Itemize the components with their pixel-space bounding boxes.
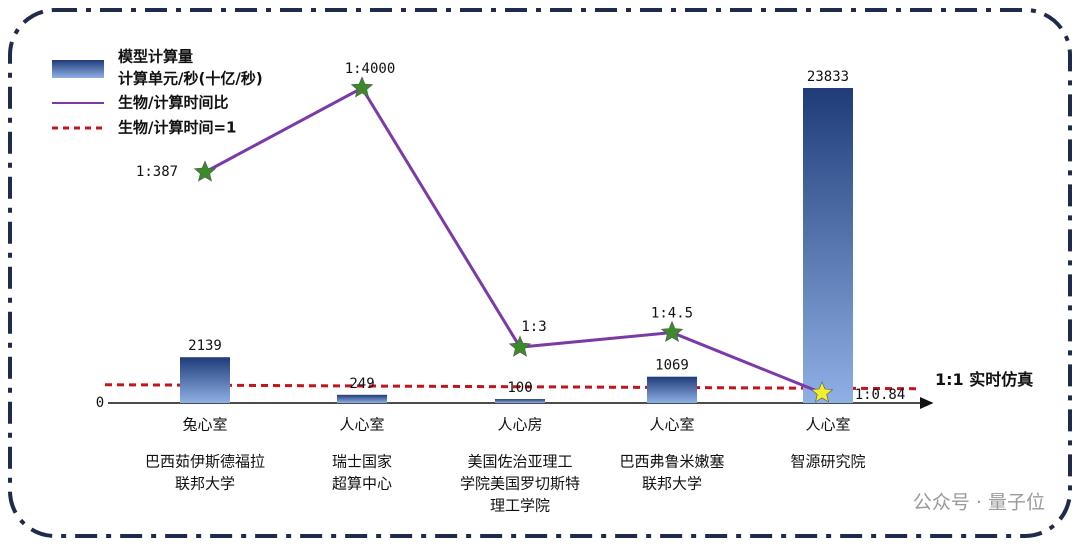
frame	[8, 8, 1072, 538]
bar-value-label: 1069	[655, 358, 689, 374]
institution-label: 学院美国罗切斯特	[460, 475, 580, 493]
institution-label: 瑞士国家	[332, 453, 392, 471]
bar-value-label: 100	[507, 380, 532, 396]
ratio-marker	[810, 381, 834, 403]
ratio-marker	[660, 320, 684, 343]
institution-label: 巴西弗鲁米嫩塞	[619, 453, 724, 471]
ratio-marker	[193, 160, 217, 182]
legend-label: 模型计算量	[118, 48, 193, 66]
legend-label: 计算单元/秒(十亿/秒)	[118, 70, 263, 88]
institution-label: 巴西茹伊斯德福拉	[145, 453, 265, 471]
bar	[495, 399, 545, 403]
watermark: 公众号 · 量子位	[913, 492, 1045, 514]
ratio-label: 1:387	[136, 164, 178, 180]
institution-label: 联邦大学	[642, 475, 702, 493]
category-label: 人心室	[339, 416, 384, 434]
ratio-label: 1:0.84	[855, 387, 906, 403]
category-label: 人心房	[497, 416, 542, 434]
bar	[180, 357, 230, 403]
ratio-marker	[350, 76, 374, 98]
institution-label: 理工学院	[490, 497, 550, 515]
bar-value-label: 23833	[807, 69, 849, 85]
reference-line	[104, 383, 921, 391]
legend-label: 生物/计算时间比	[118, 94, 228, 112]
category-label: 人心室	[649, 416, 694, 434]
institution-label: 联邦大学	[175, 475, 235, 493]
bar	[803, 88, 853, 403]
category-label: 人心室	[805, 416, 850, 434]
category-label: 兔心室	[182, 416, 227, 434]
bar	[337, 394, 387, 403]
institution-label: 智源研究院	[790, 453, 865, 471]
bar-value-label: 249	[349, 376, 374, 392]
ratio-marker	[508, 335, 532, 357]
reference-label: 1:1 实时仿真	[935, 370, 1033, 389]
institution-label: 美国佐治亚理工	[467, 453, 572, 471]
institution-label: 超算中心	[332, 475, 392, 493]
ratio-label: 1:3	[521, 319, 546, 335]
ratio-label: 1:4000	[345, 61, 396, 77]
bar-value-label: 2139	[188, 338, 222, 354]
ratio-label: 1:4.5	[651, 306, 693, 322]
bar	[647, 376, 697, 403]
zero-label: 0	[96, 395, 104, 411]
legend-bar-icon	[52, 60, 104, 78]
legend-label: 生物/计算时间=1	[118, 119, 237, 137]
